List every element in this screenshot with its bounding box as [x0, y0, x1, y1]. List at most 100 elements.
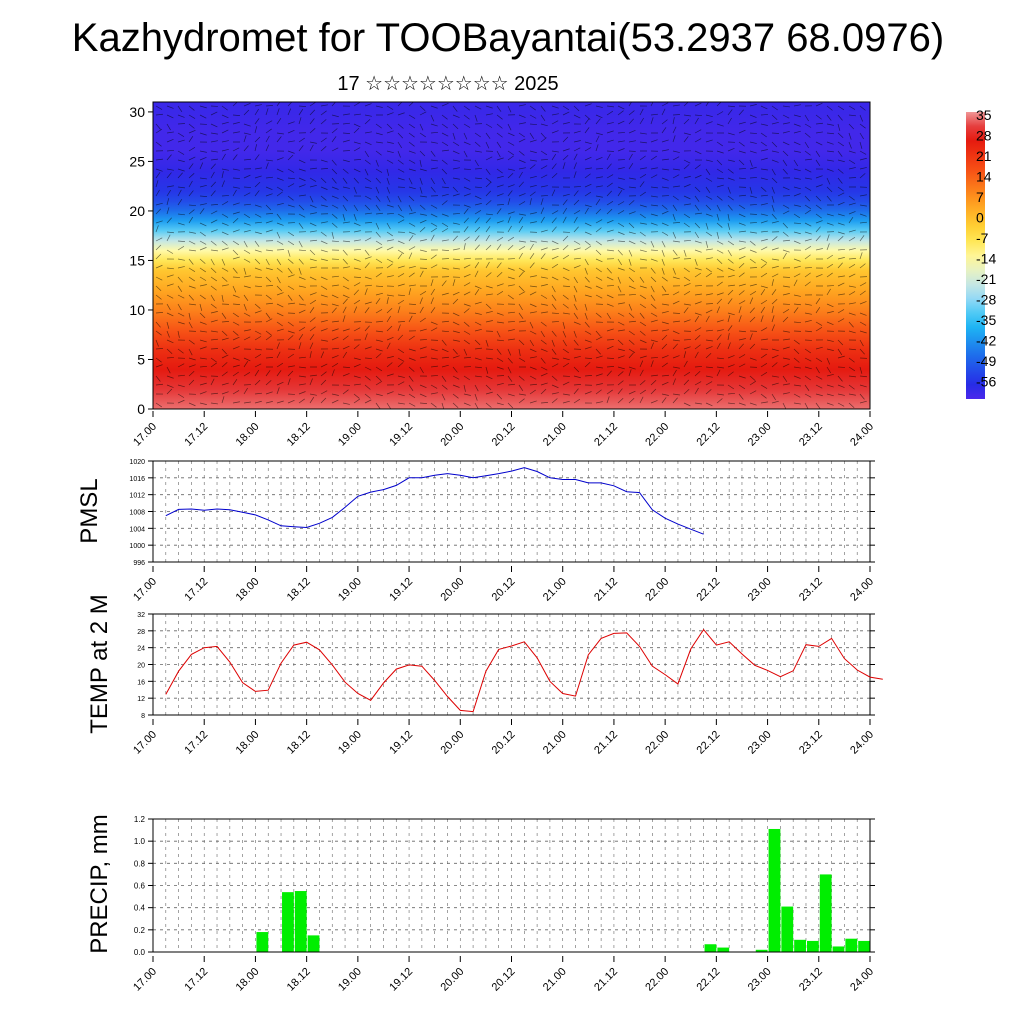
- wind-barb: [617, 240, 626, 242]
- wind-barb: [661, 381, 669, 386]
- wind-barb: [210, 123, 218, 128]
- wind-barb: [320, 276, 328, 280]
- wind-barb: [298, 204, 305, 211]
- wind-barb: [529, 291, 537, 296]
- wind-barb: [804, 238, 812, 242]
- wind-barb: [353, 123, 361, 128]
- wind-barb: [837, 123, 841, 131]
- wind-barb: [496, 132, 503, 138]
- wind-barb: [309, 317, 316, 323]
- wind-barb: [573, 147, 581, 152]
- wind-barb: [837, 132, 844, 138]
- wind-barb: [155, 339, 159, 347]
- wind-barb: [584, 321, 590, 328]
- x-tick-label: 19.12: [387, 729, 415, 757]
- wind-barb: [364, 114, 372, 117]
- wind-barb: [837, 339, 844, 346]
- wind-barb: [716, 319, 724, 323]
- wind-barb: [826, 384, 834, 388]
- wind-barb: [738, 363, 746, 368]
- wind-barb: [749, 204, 758, 206]
- wind-barb: [595, 312, 602, 318]
- wind-barb: [419, 249, 427, 252]
- wind-barb: [815, 204, 822, 210]
- wind-barb: [298, 342, 302, 350]
- wind-barb: [782, 252, 787, 260]
- wind-barb: [771, 177, 778, 184]
- wind-barb: [507, 168, 515, 171]
- wind-barb: [760, 220, 768, 224]
- wind-barb: [727, 402, 735, 405]
- wind-barb: [639, 191, 646, 197]
- wind-barb: [342, 402, 350, 405]
- wind-barb: [298, 294, 304, 301]
- wind-barb: [166, 267, 174, 270]
- wind-barb: [749, 267, 758, 269]
- wind-barb: [584, 267, 588, 275]
- wind-barb: [166, 303, 171, 311]
- wind-barb: [419, 393, 427, 398]
- wind-barb: [606, 105, 614, 108]
- wind-barb: [199, 258, 206, 264]
- colorbar-label: -56: [976, 374, 996, 390]
- wind-barb: [199, 208, 205, 215]
- wind-barb: [705, 329, 713, 332]
- wind-barb: [177, 285, 183, 293]
- wind-barb: [309, 239, 317, 242]
- wind-barb: [826, 374, 834, 377]
- wind-barb: [155, 311, 164, 314]
- wind-barb: [474, 203, 482, 206]
- wind-barb: [232, 285, 237, 293]
- wind-barb: [661, 393, 669, 396]
- wind-barb: [749, 166, 757, 170]
- wind-barb: [628, 330, 635, 336]
- wind-barb: [342, 159, 350, 163]
- wind-barb: [639, 355, 647, 359]
- wind-barb: [309, 109, 316, 116]
- wind-barb: [342, 213, 346, 221]
- wind-barb: [496, 114, 503, 120]
- wind-barb: [155, 128, 163, 134]
- wind-barb: [551, 276, 559, 281]
- wind-barb: [837, 293, 845, 296]
- wind-barb: [804, 150, 811, 156]
- wind-barb: [595, 401, 603, 404]
- wind-barb: [617, 190, 623, 197]
- wind-barb: [199, 284, 207, 287]
- wind-barb: [716, 150, 724, 154]
- wind-barb: [342, 351, 347, 359]
- wind-barb: [815, 131, 823, 134]
- precip-bar: [755, 949, 768, 952]
- wind-barb: [793, 366, 801, 369]
- wind-barb: [848, 123, 855, 130]
- wind-barb: [452, 222, 460, 225]
- wind-barb: [210, 402, 218, 405]
- pmsl-series-line: [165, 467, 704, 535]
- wind-barb: [661, 108, 666, 116]
- wind-barb: [573, 265, 581, 269]
- wind-barb: [276, 177, 284, 181]
- wind-barb: [562, 303, 569, 309]
- wind-barb: [749, 249, 757, 253]
- wind-barb: [386, 246, 394, 251]
- wind-barb: [529, 285, 537, 288]
- wind-barb: [683, 346, 691, 350]
- wind-barb: [243, 102, 251, 107]
- wind-barb: [628, 222, 635, 229]
- wind-barb: [320, 119, 327, 125]
- wind-barb: [705, 159, 713, 162]
- wind-barb: [859, 123, 866, 129]
- wind-barb: [320, 285, 328, 290]
- wind-barb: [287, 102, 293, 107]
- wind-barb: [496, 262, 502, 269]
- wind-barb: [221, 140, 229, 143]
- wind-barb: [298, 145, 304, 152]
- wind-barb: [727, 117, 732, 125]
- wind-barb: [221, 362, 228, 368]
- wind-barb: [155, 253, 162, 260]
- wind-barb: [221, 121, 229, 125]
- wind-barb: [584, 375, 593, 377]
- wind-barb: [496, 366, 504, 370]
- wind-barb: [562, 235, 569, 242]
- wind-barb: [826, 186, 833, 193]
